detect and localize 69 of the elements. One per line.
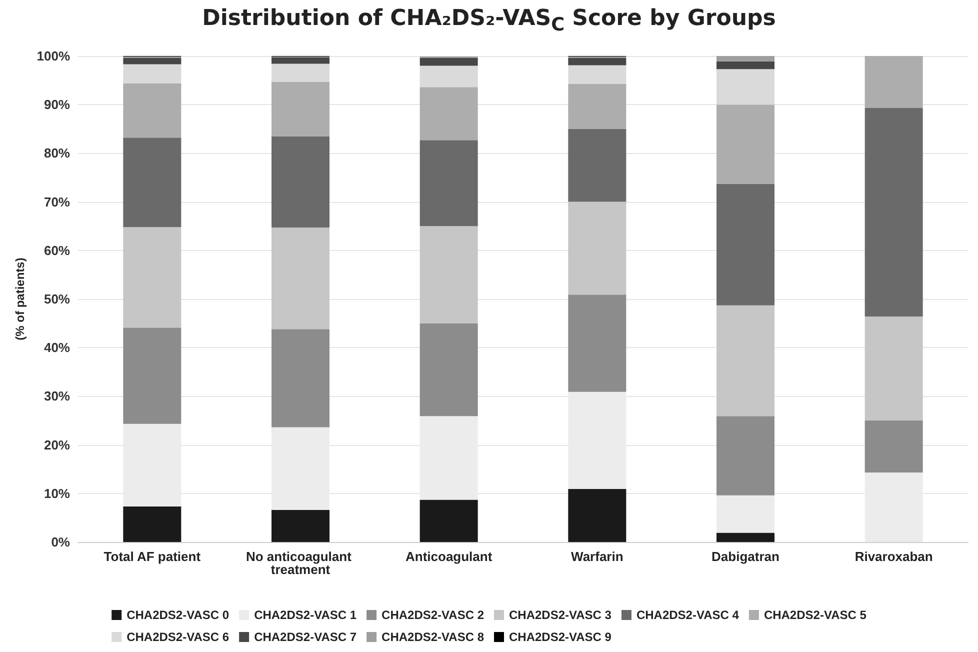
bar [420, 500, 478, 542]
bar [272, 329, 330, 428]
bar [716, 56, 774, 62]
bar [568, 128, 626, 202]
legend-label: CHA2DS2-VASC 0 [126, 608, 230, 622]
bar [864, 56, 923, 108]
bar [864, 108, 923, 316]
y-tick-label: 80% [44, 146, 70, 161]
bar [716, 532, 774, 542]
bar [420, 58, 478, 66]
bar [272, 228, 330, 330]
legend-label: CHA2DS2-VASC 9 [509, 630, 612, 644]
y-tick-label: 60% [44, 242, 70, 258]
bar [716, 416, 774, 496]
x-tick-label: Anticoagulant [405, 549, 493, 564]
bar [716, 305, 774, 416]
bar [272, 136, 330, 228]
y-tick-label: 10% [44, 486, 70, 501]
legend-label: CHA2DS2-VASC 4 [636, 608, 740, 622]
bar [864, 420, 923, 472]
y-tick-label: 100% [36, 48, 70, 64]
x-tick-label: Total AF patient [104, 549, 202, 564]
legend-label: CHA2DS2-VASC 2 [382, 608, 484, 622]
bar [123, 83, 182, 138]
bar [568, 84, 626, 129]
y-tick-label: 20% [44, 437, 70, 452]
x-tick-label: No anticoagulant treatment [246, 549, 356, 577]
bar [123, 58, 182, 64]
x-tick-label: Dabigatran [712, 549, 780, 564]
y-tick-label: 30% [44, 388, 70, 404]
y-tick-label: 40% [44, 340, 70, 356]
legend-label: CHA2DS2-VASC 3 [509, 608, 612, 622]
legend-label: CHA2DS2-VASC 7 [254, 630, 357, 644]
x-tick-label: Warfarin [571, 549, 624, 564]
y-tick-label: 0% [51, 534, 70, 550]
bar [420, 87, 478, 140]
bar [123, 328, 182, 424]
legend-label: CHA2DS2-VASC 8 [382, 630, 484, 644]
bar [420, 140, 478, 226]
legend-label: CHA2DS2-VASC 6 [126, 630, 230, 644]
bar [716, 184, 774, 306]
bar [716, 495, 774, 533]
bar [568, 58, 626, 66]
bar [272, 510, 330, 542]
bar [568, 294, 626, 392]
x-tick-label: Rivaroxaban [854, 549, 933, 564]
bar [272, 64, 330, 82]
bar [568, 65, 626, 84]
bar [123, 506, 182, 542]
y-tick-label: 90% [44, 97, 70, 112]
bar [568, 489, 626, 542]
bar [420, 66, 478, 88]
bar [716, 104, 774, 184]
legend-label: CHA2DS2-VASC 5 [764, 608, 867, 622]
bar [716, 61, 774, 70]
y-tick-label: 70% [44, 194, 70, 210]
bar [123, 138, 182, 228]
bar [123, 64, 182, 84]
chart-title: Distribution of CHA₂DS₂-VAS$_{C}$ Score by Groups [201, 6, 777, 36]
bar [420, 226, 478, 324]
bar [568, 202, 626, 295]
y-axis-title: (% of patients) [12, 258, 27, 340]
bar [123, 227, 182, 328]
bar [272, 57, 330, 64]
bar [272, 82, 330, 136]
bar [864, 316, 923, 420]
legend-label: CHA2DS2-VASC 1 [254, 608, 357, 622]
y-tick-label: 50% [44, 292, 70, 306]
bar [420, 323, 478, 416]
